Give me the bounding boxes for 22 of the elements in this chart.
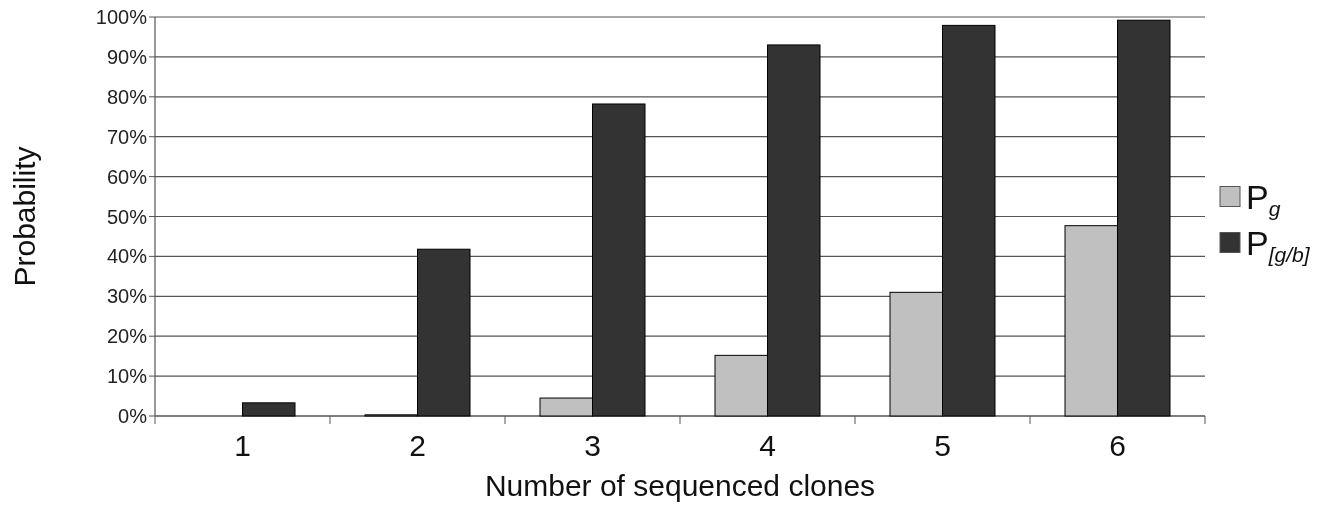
x-tick-label: 2 [409, 429, 426, 462]
y-tick-label: 30% [106, 285, 148, 308]
bar [242, 402, 296, 417]
y-tick-label: 100% [95, 6, 148, 28]
x-tick-label: 1 [234, 429, 251, 462]
x-tick-label: 6 [1109, 429, 1126, 462]
y-tick-label: 90% [106, 45, 148, 68]
y-axis-title: Probability [8, 146, 41, 287]
x-tick-label: 4 [759, 429, 776, 462]
y-tick-label: 70% [106, 125, 148, 148]
y-tick-label: 10% [106, 365, 148, 388]
x-tick-label: 5 [934, 429, 951, 462]
y-tick-label: 40% [106, 245, 148, 268]
y-tick-label: 80% [106, 85, 148, 108]
legend-label: P$_{g}$ [1246, 177, 1281, 220]
x-axis-title: Number of sequenced clones [484, 469, 876, 502]
x-tick-label: 3 [584, 429, 601, 462]
y-tick-label: 0% [118, 405, 148, 427]
y-tick-label: 60% [106, 165, 148, 188]
y-tick-label: 20% [106, 325, 148, 348]
y-tick-label: 50% [106, 205, 148, 228]
legend-label: P$_{[g/b]}$ [1246, 223, 1311, 266]
